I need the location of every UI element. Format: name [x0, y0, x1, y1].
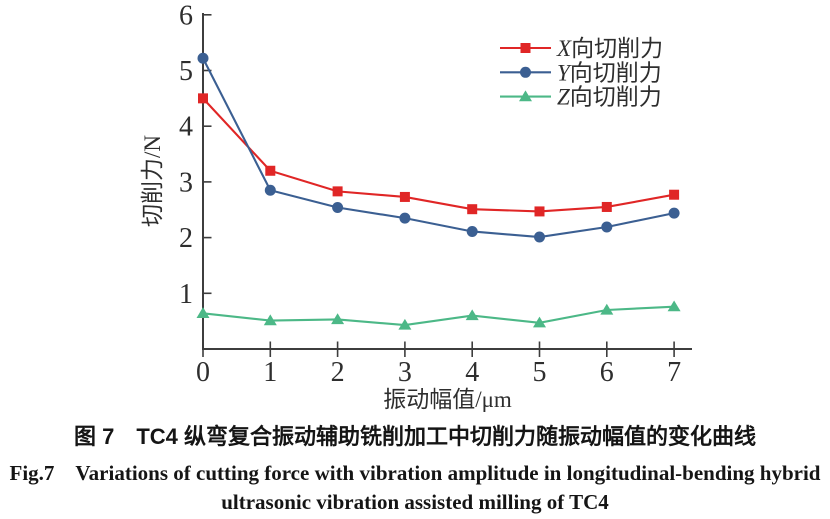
svg-text:6: 6 — [179, 0, 193, 31]
series-Z — [196, 300, 681, 330]
svg-text:4: 4 — [465, 357, 479, 388]
svg-text:5: 5 — [179, 56, 193, 87]
svg-text:3: 3 — [179, 167, 193, 198]
svg-text:Z向切削力: Z向切削力 — [557, 85, 662, 110]
y-axis-label: 切削力/N — [140, 135, 165, 227]
svg-text:4: 4 — [179, 112, 193, 143]
svg-text:1: 1 — [179, 279, 193, 310]
svg-text:X向切削力: X向切削力 — [556, 36, 663, 61]
svg-text:2: 2 — [331, 357, 345, 388]
svg-text:6: 6 — [600, 357, 614, 388]
svg-text:2: 2 — [179, 223, 193, 254]
legend-entry-Z: Z向切削力 — [500, 85, 662, 110]
axes: 0 1 2 3 4 5 6 7 1 2 3 4 5 6 振动幅值/μm 切削力/N — [140, 0, 692, 412]
figure-caption-zh: 图 7 TC4 纵弯复合振动辅助铣削加工中切削力随振动幅值的变化曲线 — [73, 424, 757, 449]
cutting-force-chart: 0 1 2 3 4 5 6 7 1 2 3 4 5 6 振动幅值/μm 切削力/N X向切削力Y向切削力Z向切削… — [140, 0, 692, 412]
svg-text:7: 7 — [667, 357, 681, 388]
svg-text:1: 1 — [263, 357, 277, 388]
figure-caption-en-line1: Fig.7 Variations of cutting force with v… — [9, 461, 821, 485]
figure-caption-en-line2: ultrasonic vibration assisted milling of… — [221, 490, 609, 514]
legend-entry-Y: Y向切削力 — [500, 60, 662, 85]
series-Y — [197, 52, 680, 243]
legend-entry-X: X向切削力 — [500, 36, 663, 61]
svg-text:0: 0 — [196, 357, 210, 388]
x-axis-label: 振动幅值/μm — [383, 387, 512, 412]
series-X — [198, 93, 680, 217]
svg-text:3: 3 — [398, 357, 412, 388]
svg-text:Y向切削力: Y向切削力 — [557, 60, 662, 85]
svg-text:5: 5 — [533, 357, 547, 388]
